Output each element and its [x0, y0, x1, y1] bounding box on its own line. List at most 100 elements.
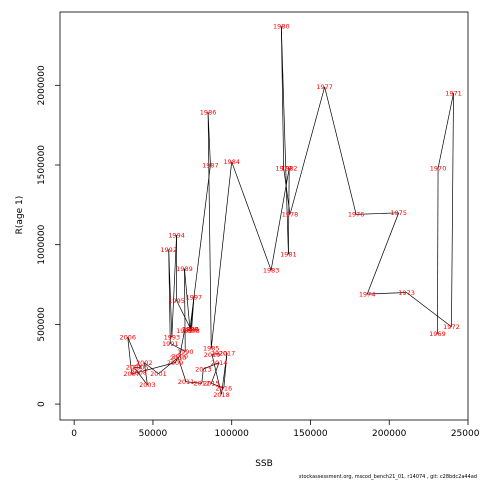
point-label-2003: 2003 — [139, 381, 156, 389]
y-tick-label: 1000000 — [37, 224, 47, 264]
y-tick-label: 1500000 — [37, 145, 47, 185]
series-segment — [133, 367, 148, 386]
point-label-2018: 2018 — [213, 391, 230, 399]
series-segment — [168, 249, 173, 338]
point-label-1978: 1978 — [282, 211, 299, 219]
x-tick-label: 50000 — [139, 429, 168, 439]
series-segment — [270, 168, 290, 271]
point-label-1999: 1999 — [176, 327, 193, 335]
point-label-1989: 1989 — [176, 265, 193, 273]
point-label-2011: 2011 — [178, 378, 195, 386]
series-segment — [127, 336, 141, 368]
point-label-2002: 2002 — [136, 359, 153, 367]
point-label-1988: 1988 — [182, 325, 199, 333]
series-segment — [179, 330, 185, 357]
series-segment — [171, 235, 177, 338]
point-label-1979: 1979 — [275, 164, 292, 172]
series-segment — [207, 112, 212, 349]
point-label-2017: 2017 — [219, 349, 236, 357]
point-label-1970: 1970 — [430, 164, 447, 172]
series-segment — [144, 362, 159, 375]
series-segment — [210, 362, 220, 384]
series-segment — [231, 161, 272, 271]
plot-frame — [59, 11, 469, 421]
point-label-1993: 1993 — [164, 333, 181, 341]
point-label-2004: 2004 — [126, 364, 143, 372]
series-segment — [288, 168, 290, 255]
point-label-1986: 1986 — [200, 109, 217, 117]
series-segment — [207, 112, 211, 166]
point-label-1984: 1984 — [223, 158, 240, 166]
series-segment — [280, 26, 289, 255]
point-label-1996: 1996 — [182, 325, 199, 333]
point-label-1983: 1983 — [263, 266, 280, 274]
y-tick-label: 0 — [37, 401, 47, 407]
series-segment — [437, 93, 454, 169]
series-segment — [191, 297, 195, 331]
point-label-2020: 2020 — [211, 349, 228, 357]
series-segment — [324, 86, 357, 215]
series-segment — [356, 212, 399, 215]
point-label-1985: 1985 — [203, 345, 220, 353]
point-label-2006: 2006 — [119, 333, 136, 341]
point-label-1969: 1969 — [429, 330, 446, 338]
series-segment — [185, 381, 202, 384]
series-segment — [289, 86, 325, 215]
point-label-2013: 2013 — [195, 365, 212, 373]
y-axis-label: R(age 1) — [15, 196, 25, 235]
point-label-1981: 1981 — [280, 251, 297, 259]
series-segment — [211, 354, 222, 395]
series-segment — [127, 337, 133, 374]
series-segment — [366, 212, 400, 295]
series-segment — [170, 343, 186, 352]
point-label-2007: 2007 — [123, 370, 140, 378]
series-segment — [211, 352, 220, 355]
series-segment — [174, 357, 179, 363]
y-tick-label: 2000000 — [37, 65, 47, 105]
point-label-1990: 1990 — [177, 348, 194, 356]
point-label-1995: 1995 — [168, 297, 185, 305]
series-segment — [203, 362, 220, 370]
point-label-2005: 2005 — [132, 364, 149, 372]
point-label-1991: 1991 — [162, 340, 179, 348]
x-tick-label: 0 — [71, 429, 77, 439]
series-segment — [158, 355, 180, 375]
point-label-2009: 2009 — [167, 359, 184, 367]
x-tick-label: 200000 — [372, 429, 407, 439]
point-label-1974: 1974 — [359, 290, 376, 298]
series-segment — [176, 300, 192, 330]
footer-credit: stockassessment.org, mscod_bench21_01, r… — [299, 474, 477, 480]
series-segment — [451, 93, 454, 327]
point-label-1977: 1977 — [316, 83, 333, 91]
point-label-2014: 2014 — [211, 359, 228, 367]
y-tick-label: 500000 — [37, 307, 47, 342]
point-label-1973: 1973 — [398, 289, 415, 297]
point-label-1982: 1982 — [281, 164, 298, 172]
series-segment — [184, 268, 186, 352]
point-label-2000: 2000 — [171, 353, 188, 361]
point-label-1980: 1980 — [273, 23, 290, 31]
series-segment — [437, 168, 439, 334]
point-label-1975: 1975 — [390, 209, 407, 217]
series-segment — [367, 292, 407, 295]
x-tick-label: 100000 — [215, 429, 250, 439]
point-label-1971: 1971 — [445, 90, 462, 98]
point-label-1997: 1997 — [186, 294, 203, 302]
series-segment — [177, 357, 187, 382]
point-label-1994: 1994 — [168, 231, 185, 239]
x-axis-label: SSB — [255, 459, 273, 469]
series-segment — [201, 368, 204, 384]
series-segment — [210, 161, 233, 349]
point-label-1992: 1992 — [160, 246, 177, 254]
point-label-1976: 1976 — [348, 211, 365, 219]
series-segment — [221, 353, 228, 395]
series-segment — [138, 362, 176, 373]
point-label-2008: 2008 — [130, 368, 147, 376]
series-segment — [131, 371, 139, 375]
point-label-2012: 2012 — [194, 380, 211, 388]
series-segment — [143, 362, 148, 385]
point-label-2010: 2010 — [170, 354, 187, 362]
